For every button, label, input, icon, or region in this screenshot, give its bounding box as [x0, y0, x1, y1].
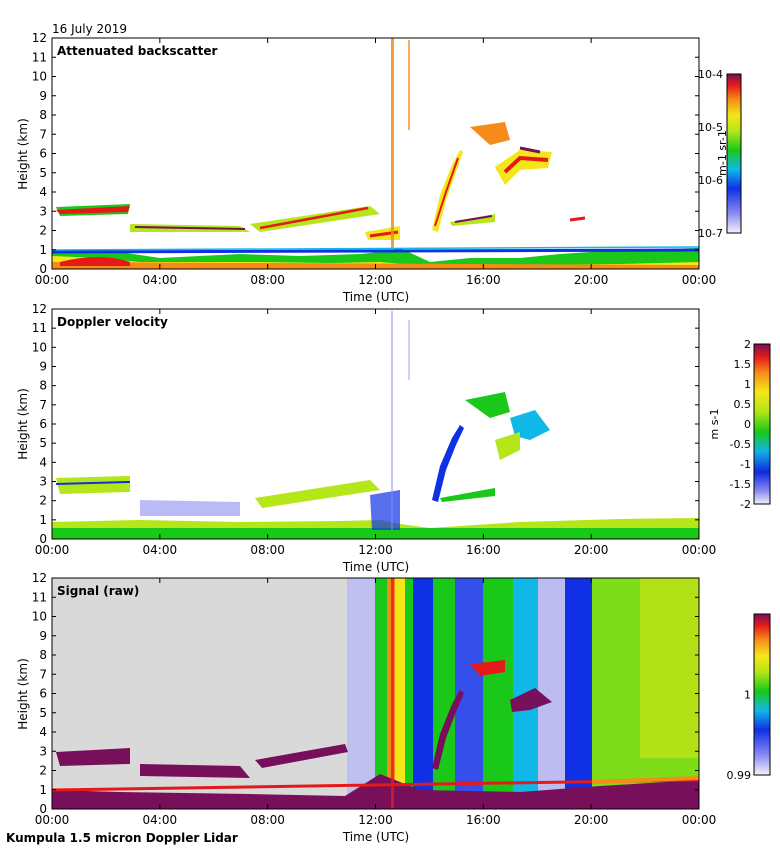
x-tick-label: 12:00: [358, 273, 393, 287]
x-tick-label: 00:00: [682, 273, 717, 287]
y-tick-label: 9: [39, 629, 47, 643]
x-tick-label: 08:00: [250, 543, 285, 557]
x-tick-label: 00:00: [682, 813, 717, 827]
y-tick-label: 7: [39, 127, 47, 141]
instrument-label: Kumpula 1.5 micron Doppler Lidar: [6, 831, 238, 845]
velocity-colorbar-units: m s-1: [708, 409, 721, 440]
x-tick-label: 16:00: [466, 543, 501, 557]
backscatter-xlabel: Time (UTC): [342, 290, 409, 304]
y-tick-label: 9: [39, 89, 47, 103]
y-tick-label: 2: [39, 494, 47, 508]
y-tick-label: 2: [39, 764, 47, 778]
x-tick-label: 00:00: [682, 543, 717, 557]
y-tick-label: 0: [39, 532, 47, 546]
y-tick-label: 10: [32, 340, 47, 354]
y-tick-label: 5: [39, 706, 47, 720]
y-tick-label: 10: [32, 610, 47, 624]
y-tick-label: 8: [39, 108, 47, 122]
colorbar-tick-label: -2: [740, 498, 751, 511]
date-label: 16 July 2019: [52, 22, 127, 36]
colorbar-tick-label: -1: [740, 458, 751, 471]
y-tick-label: 1: [39, 513, 47, 527]
y-tick-label: 8: [39, 379, 47, 393]
x-tick-label: 08:00: [250, 273, 285, 287]
colorbar-tick-label: 2: [744, 338, 751, 351]
x-tick-label: 20:00: [574, 273, 609, 287]
y-tick-label: 8: [39, 648, 47, 662]
x-tick-label: 12:00: [358, 813, 393, 827]
signal-field: [51, 578, 700, 809]
velocity-field: [52, 311, 699, 539]
y-tick-label: 1: [39, 783, 47, 797]
colorbar-tick-label: 0.99: [727, 769, 752, 782]
y-tick-label: 1: [39, 243, 47, 257]
y-tick-label: 12: [32, 571, 47, 585]
y-tick-label: 0: [39, 802, 47, 816]
signal-colorbar: 0.99 1: [727, 613, 771, 782]
y-tick-label: 3: [39, 475, 47, 489]
y-tick-label: 3: [39, 204, 47, 218]
signal-title: Signal (raw): [57, 584, 139, 598]
velocity-ylabel: Height (km): [16, 388, 30, 459]
y-tick-label: 11: [32, 321, 47, 335]
y-tick-label: 4: [39, 455, 47, 469]
colorbar-tick-label: 10-4: [698, 68, 723, 81]
y-tick-label: 2: [39, 224, 47, 238]
y-tick-label: 3: [39, 744, 47, 758]
velocity-title: Doppler velocity: [57, 315, 168, 329]
x-tick-label: 00:00: [35, 813, 70, 827]
y-tick-label: 6: [39, 417, 47, 431]
y-tick-label: 4: [39, 185, 47, 199]
colorbar-tick-label: 0: [744, 418, 751, 431]
colorbar-tick-label: 1: [744, 689, 751, 702]
colorbar-tick-label: 10-6: [698, 174, 723, 187]
y-tick-label: 11: [32, 50, 47, 64]
x-tick-label: 08:00: [250, 813, 285, 827]
x-tick-label: 16:00: [466, 273, 501, 287]
backscatter-ylabel: Height (km): [16, 118, 30, 189]
x-tick-label: 04:00: [143, 543, 178, 557]
y-tick-label: 12: [32, 31, 47, 45]
y-tick-label: 6: [39, 687, 47, 701]
colorbar-tick-label: -1.5: [730, 478, 751, 491]
colorbar-tick-label: 1: [744, 378, 751, 391]
velocity-xlabel: Time (UTC): [342, 560, 409, 574]
colorbar-tick-label: 10-7: [698, 227, 723, 240]
y-tick-label: 12: [32, 302, 47, 316]
x-tick-label: 20:00: [574, 813, 609, 827]
y-tick-label: 10: [32, 70, 47, 84]
backscatter-colorbar-units: m-1 sr-1: [716, 130, 729, 176]
y-tick-label: 4: [39, 725, 47, 739]
x-tick-label: 00:00: [35, 543, 70, 557]
colorbar-tick-label: 1.5: [734, 358, 752, 371]
signal-ylabel: Height (km): [16, 658, 30, 729]
signal-xlabel: Time (UTC): [342, 830, 409, 844]
colorbar-tick-label: 10-5: [698, 121, 723, 134]
y-tick-label: 11: [32, 590, 47, 604]
colorbar-tick-label: 0.5: [734, 398, 752, 411]
y-tick-label: 0: [39, 262, 47, 276]
x-tick-label: 04:00: [143, 813, 178, 827]
x-tick-label: 12:00: [358, 543, 393, 557]
x-tick-label: 20:00: [574, 543, 609, 557]
x-tick-label: 04:00: [143, 273, 178, 287]
y-tick-label: 5: [39, 166, 47, 180]
backscatter-colorbar: 10-7 10-6 10-5 10-4 m-1 sr-1: [698, 68, 742, 240]
x-tick-label: 16:00: [466, 813, 501, 827]
colorbar-tick-label: -0.5: [730, 438, 751, 451]
y-tick-label: 5: [39, 436, 47, 450]
backscatter-title: Attenuated backscatter: [57, 44, 217, 58]
backscatter-panel: Attenuated backscatter 01234567891011120…: [16, 31, 742, 304]
velocity-colorbar: -2 -1.5 -1 -0.5 0 0.5 1 1.5 2 m s-1: [708, 338, 771, 511]
y-tick-label: 7: [39, 398, 47, 412]
x-tick-label: 00:00: [35, 273, 70, 287]
y-tick-label: 6: [39, 147, 47, 161]
y-tick-label: 7: [39, 667, 47, 681]
y-tick-label: 9: [39, 360, 47, 374]
